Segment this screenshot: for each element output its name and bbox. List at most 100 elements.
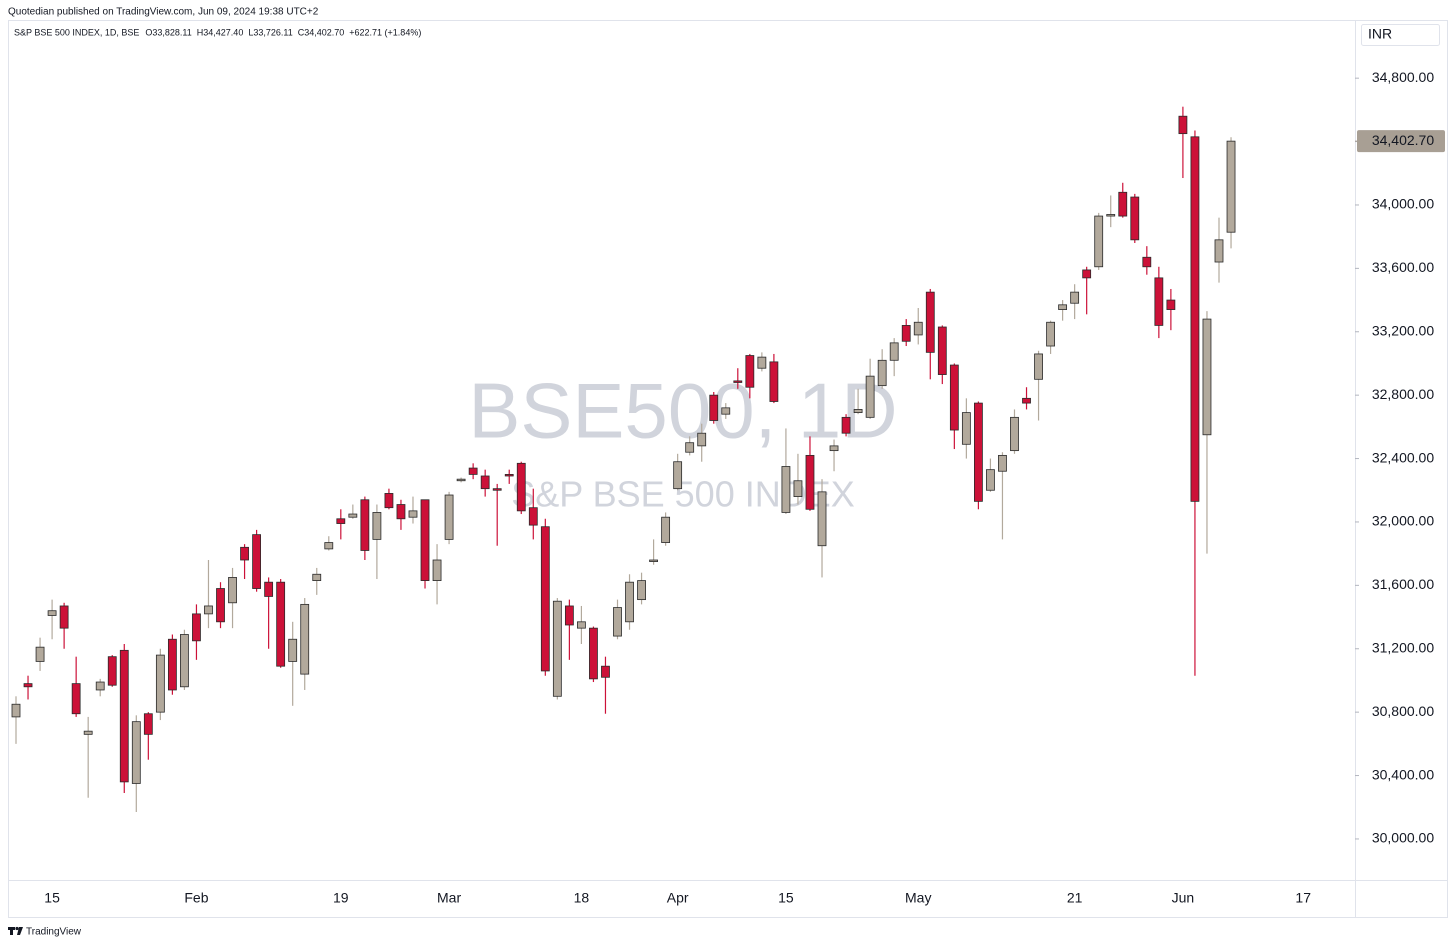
- candle-body: [1094, 215, 1104, 268]
- candle-body: [601, 665, 610, 678]
- ohlc-value: C34,402.70: [298, 27, 345, 37]
- candle-body: [107, 656, 117, 686]
- x-tick-label: 18: [574, 890, 590, 906]
- candle-body: [1214, 239, 1224, 263]
- x-tick-label: 19: [333, 890, 349, 906]
- x-tick-label: Feb: [184, 890, 208, 906]
- chart-frame: [8, 20, 1448, 918]
- candle-body: [697, 432, 707, 447]
- candle-body: [1130, 196, 1140, 241]
- ohlc-value: O33,828.11: [145, 27, 191, 37]
- candle-body: [793, 480, 803, 497]
- candle-body: [47, 610, 57, 616]
- x-tick-label: 17: [1295, 890, 1311, 906]
- watermark-title: BSE500, 1D: [468, 367, 897, 455]
- candle-body: [974, 402, 983, 502]
- y-tick-label: 33,200.00: [1372, 322, 1434, 338]
- candle-body: [805, 454, 815, 510]
- x-tick-label: Apr: [667, 890, 689, 906]
- candle-body: [757, 356, 767, 369]
- y-tick-label: 32,800.00: [1372, 386, 1434, 402]
- candle-body: [396, 504, 406, 520]
- last-price-label: 34,402.70: [1372, 132, 1434, 148]
- candle-body: [829, 445, 839, 452]
- logo-stem: [10, 927, 13, 935]
- candle-body: [119, 649, 129, 783]
- currency[interactable]: INR: [1368, 26, 1392, 42]
- candle-body: [1034, 353, 1043, 380]
- x-tick-label: 15: [44, 890, 60, 906]
- candle-body: [577, 621, 586, 629]
- candle-body: [1142, 256, 1152, 268]
- candle-body: [312, 573, 322, 582]
- candle-body: [59, 605, 69, 629]
- candle-body: [456, 478, 466, 482]
- candle-body: [1082, 269, 1092, 279]
- candle-body: [276, 581, 286, 667]
- candle-body: [372, 512, 382, 540]
- candle-body: [300, 603, 310, 675]
- candle-body: [1046, 321, 1055, 347]
- candle-body: [83, 730, 93, 735]
- candle-body: [180, 634, 189, 688]
- candle-body: [1022, 397, 1031, 404]
- ohlc-value: H34,427.40: [197, 27, 244, 37]
- candle-body: [432, 559, 442, 582]
- candle-body: [216, 588, 225, 623]
- candle-body: [817, 491, 827, 547]
- candle-body: [240, 546, 249, 561]
- candle-body: [1070, 291, 1080, 304]
- candle-body: [709, 394, 719, 421]
- candle-body: [673, 461, 683, 490]
- candle-body: [685, 442, 695, 453]
- y-tick-label: 32,400.00: [1372, 449, 1434, 465]
- logo-wedge: [17, 927, 23, 935]
- candle-body: [865, 375, 875, 418]
- candle-body: [155, 654, 165, 713]
- ohlc-value: L33,726.11: [248, 27, 292, 37]
- candle-body: [733, 380, 743, 383]
- x-tick-label: Jun: [1172, 890, 1195, 906]
- y-tick-label: 33,600.00: [1372, 259, 1434, 275]
- y-tick-label: 32,000.00: [1372, 513, 1434, 529]
- candle-body: [252, 534, 262, 589]
- candle-body: [937, 326, 947, 375]
- x-tick-label: May: [905, 890, 931, 906]
- candle-body: [504, 474, 514, 477]
- y-tick-label: 30,400.00: [1372, 766, 1434, 782]
- y-tick-label: 30,800.00: [1372, 703, 1434, 719]
- candle-body: [143, 713, 153, 735]
- candle-body: [1010, 416, 1019, 452]
- candle-body: [552, 600, 562, 697]
- candle-body: [1178, 115, 1188, 135]
- candle-body: [661, 516, 671, 543]
- candle-body: [324, 542, 334, 550]
- candle-body: [1118, 191, 1128, 217]
- candle-body: [913, 321, 923, 336]
- candle-body: [131, 721, 141, 784]
- candle-body: [264, 581, 274, 597]
- y-tick-label: 31,600.00: [1372, 576, 1434, 592]
- candle-body: [11, 703, 21, 718]
- candle-body: [901, 325, 911, 342]
- candle-body: [35, 646, 45, 662]
- candle-body: [95, 681, 105, 691]
- symbol-legend: S&P BSE 500 INDEX, 1D, BSE O33,828.11 H34…: [14, 27, 421, 37]
- candle-body: [649, 559, 658, 562]
- footer-brand: TradingView: [26, 927, 82, 938]
- y-tick-label: 34,800.00: [1372, 69, 1434, 85]
- candle-body: [204, 605, 213, 615]
- candle-body: [528, 507, 538, 526]
- price-change: +622.71 (+1.84%): [349, 27, 421, 37]
- published-note: Quotedian published on TradingView.com, …: [8, 7, 319, 18]
- candle-body: [420, 499, 430, 582]
- y-tick-label: 30,000.00: [1372, 830, 1434, 846]
- currency-box[interactable]: [1361, 24, 1440, 46]
- candle-body: [841, 416, 851, 434]
- candle-body: [288, 638, 298, 662]
- candle-body: [925, 291, 935, 353]
- symbol-name: S&P BSE 500 INDEX, 1D, BSE: [14, 27, 139, 37]
- watermark-subtitle: S&P BSE 500 INDEX: [511, 474, 855, 515]
